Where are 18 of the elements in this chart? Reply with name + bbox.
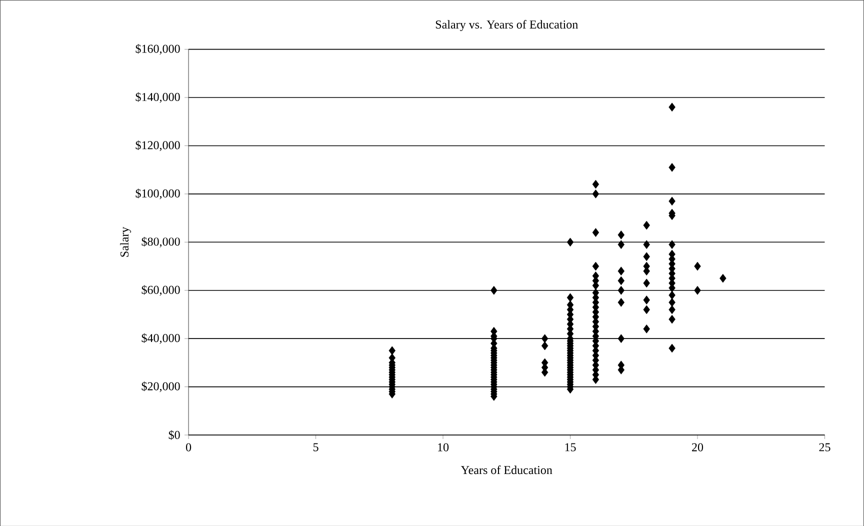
- x-tick-label: 15: [565, 443, 576, 452]
- x-axis-title: Years of Education: [460, 465, 552, 474]
- y-tick-label: $80,000: [142, 236, 180, 248]
- x-tick-label: 10: [438, 443, 449, 452]
- y-tick-label: $100,000: [136, 188, 180, 200]
- y-tick-label: $140,000: [136, 92, 180, 103]
- x-tick-label: 20: [692, 443, 704, 452]
- y-tick-label: $20,000: [142, 381, 180, 392]
- chart-title: Salary vs. Years of Education: [436, 20, 578, 31]
- y-tick-label: $60,000: [142, 284, 180, 296]
- x-tick-label: 0: [186, 443, 192, 452]
- y-tick-label: $120,000: [136, 140, 180, 151]
- y-axis-title: Salary: [120, 226, 132, 257]
- y-tick-label: $0: [168, 430, 180, 440]
- y-tick-label: $160,000: [136, 44, 180, 54]
- x-tick-label: 25: [819, 443, 830, 452]
- y-tick-label: $40,000: [142, 333, 180, 344]
- x-tick-label: 5: [313, 443, 318, 452]
